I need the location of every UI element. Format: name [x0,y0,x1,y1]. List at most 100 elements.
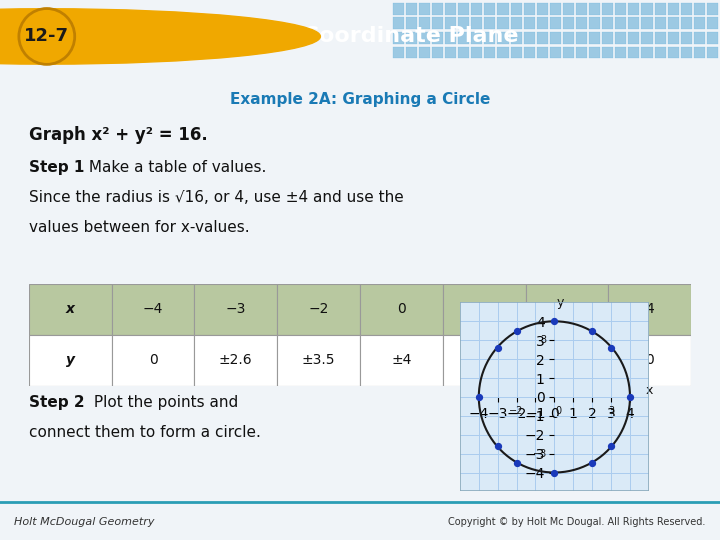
Bar [485,17,495,29]
Bar [536,3,548,15]
Bar [563,17,574,29]
Bar [432,46,443,58]
Bar [694,17,705,29]
Bar [707,17,718,29]
Bar [406,32,417,44]
Bar [194,335,277,386]
Bar [563,46,574,58]
Bar [523,17,535,29]
Bar [654,46,666,58]
Point [549,317,560,326]
Bar [445,32,456,44]
Bar [680,17,692,29]
Bar [667,3,679,15]
Bar [694,3,705,15]
Text: 4: 4 [645,302,654,316]
Bar [642,46,652,58]
Bar [576,17,587,29]
Bar [602,3,613,15]
Bar [526,335,608,386]
Point [510,326,522,335]
Text: x: x [66,302,75,316]
Bar [392,32,404,44]
Bar [510,3,522,15]
Point [492,343,503,352]
Bar [194,284,277,335]
Bar [498,46,508,58]
Text: 0: 0 [148,354,158,367]
Bar [654,17,666,29]
Text: −3: −3 [533,449,547,458]
Bar [458,17,469,29]
Bar [576,32,587,44]
Bar [629,3,639,15]
Bar [112,335,194,386]
Bar [563,3,574,15]
Bar [360,284,443,335]
Text: ±4: ±4 [391,354,412,367]
Text: connect them to form a circle.: connect them to form a circle. [29,425,261,440]
Bar [472,3,482,15]
Bar [432,17,443,29]
Text: values between for x-values.: values between for x-values. [29,220,249,235]
Bar [523,32,535,44]
Text: 2: 2 [480,302,489,316]
Bar [443,335,526,386]
Bar [443,284,526,335]
Bar [707,3,718,15]
Bar [616,17,626,29]
Bar [550,46,561,58]
Text: 0: 0 [645,354,654,367]
Text: 3: 3 [562,302,572,316]
Point [606,442,617,450]
Bar [536,46,548,58]
Text: Holt McDougal Geometry: Holt McDougal Geometry [14,517,155,527]
Bar [458,46,469,58]
Text: 0: 0 [397,302,406,316]
Bar [445,3,456,15]
Text: Circles in the Coordinate Plane: Circles in the Coordinate Plane [130,26,518,46]
Bar [667,32,679,44]
Bar [550,3,561,15]
Bar [616,32,626,44]
Point [549,468,560,477]
Bar [406,3,417,15]
Bar [576,46,587,58]
Bar [680,3,692,15]
Bar [392,46,404,58]
Bar [576,3,587,15]
Point [510,458,522,467]
Bar [419,46,430,58]
Bar [523,3,535,15]
Bar [498,3,508,15]
Bar [616,3,626,15]
Text: Copyright © by Holt Mc Dougal. All Rights Reserved.: Copyright © by Holt Mc Dougal. All Right… [449,517,706,527]
Bar [445,46,456,58]
Bar [432,32,443,44]
Bar [550,32,561,44]
Bar [642,17,652,29]
Text: ±3.5: ±3.5 [467,354,501,367]
Bar [680,32,692,44]
Bar [392,17,404,29]
Text: Plot the points and: Plot the points and [89,395,238,410]
Bar [654,3,666,15]
Bar [589,3,600,15]
Bar [472,17,482,29]
Text: x: x [645,384,652,397]
Point [624,393,636,401]
Bar [277,284,360,335]
Bar [498,17,508,29]
Bar [29,335,112,386]
Text: Step 2: Step 2 [29,395,84,410]
Bar [667,17,679,29]
Bar [589,17,600,29]
Text: Graph x² + y² = 16.: Graph x² + y² = 16. [29,126,207,144]
Text: −2: −2 [308,302,329,316]
Bar [602,17,613,29]
Bar [602,32,613,44]
Text: Example 2A: Graphing a Circle: Example 2A: Graphing a Circle [230,92,490,107]
Text: 3: 3 [541,335,547,345]
Bar [406,46,417,58]
Bar [419,3,430,15]
